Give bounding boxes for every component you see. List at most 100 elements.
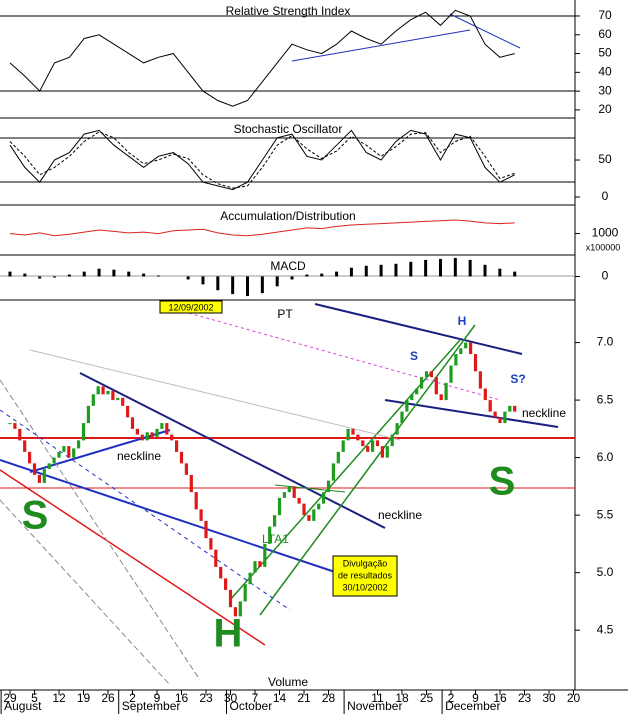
x-tick-label: 16 [493,691,507,705]
annotation: H [458,314,467,328]
x-tick-label: 2 [129,691,136,705]
date-box [159,300,223,314]
y-tick-label: 0 [602,269,609,283]
candle [434,377,438,395]
x-tick-label: 26 [101,691,115,705]
candle [96,386,100,395]
panel-title: Accumulation/Distribution [220,209,355,223]
candle [18,428,22,441]
candle [170,434,174,441]
trend-lines [0,13,575,686]
bar [364,265,368,277]
bar [335,271,339,277]
candle [287,486,291,493]
x-tick-label: 9 [154,691,161,705]
candle [473,354,478,372]
candle [116,397,120,401]
bar [275,276,279,287]
bar [112,269,116,277]
candle [145,432,149,441]
candle [297,497,301,504]
annotation: S [489,460,516,504]
x-tick-label: 28 [322,691,336,705]
candle [184,463,188,475]
x-tick-label: 21 [297,691,311,705]
x-tick-label: 2 [448,691,455,705]
candle [380,446,384,458]
candle [498,417,502,424]
candle [258,561,262,567]
candle [302,503,306,516]
candle [62,446,66,452]
bar [156,275,160,277]
candle [155,428,159,437]
candle [263,543,267,567]
series-line [9,9,515,107]
annotation: de resultados [338,570,393,580]
bar [201,276,205,285]
y-tick-label: 6.5 [597,392,614,406]
bar [216,276,220,291]
frame [0,0,628,691]
candle [175,440,179,452]
candle [513,405,517,412]
candle [86,405,90,424]
candle [331,463,335,481]
month-label: August [4,699,42,713]
y-tick-label: 6.0 [597,450,614,464]
series-line [9,129,515,191]
candle [209,538,213,550]
candle [483,388,487,401]
bar [231,276,235,295]
month-label: December [445,699,500,713]
candle [179,451,184,464]
candle [424,371,429,378]
bar [305,274,309,277]
candle [503,411,507,424]
annotation: neckline [117,449,161,463]
candle [449,365,453,383]
annotation: Volume [268,675,308,689]
bar [468,259,472,277]
candle [204,520,208,539]
panel-title: MACD [270,259,306,273]
candle [488,400,492,412]
bar [142,273,146,277]
bar [82,271,86,277]
candle [366,446,370,452]
x-tick-label: 20 [567,691,581,705]
candle [224,578,228,590]
candle [111,390,115,401]
candle [233,607,237,617]
y-tick-label: 40 [598,65,612,79]
candle [420,377,424,389]
x-tick-label: 9 [472,691,479,705]
x-tick-label: 30 [224,691,238,705]
x-tick-label: 12 [52,691,66,705]
candle [375,440,380,447]
bar [349,267,353,277]
candle [341,440,345,452]
panel-title: Stochastic Oscillator [234,122,343,136]
series-line [9,131,515,189]
candle [351,428,355,435]
candle [135,428,139,435]
y-tick-label: 0 [602,189,609,203]
candle [317,503,321,510]
candle [106,390,110,395]
y-tick-label: 60 [598,27,612,41]
candle [469,342,473,355]
candle [199,509,203,521]
candle [429,371,433,378]
candle [346,428,350,441]
candle [307,515,311,521]
x-tick-label: 23 [518,691,532,705]
candle [8,423,12,425]
candle [91,394,95,406]
candle [356,434,360,441]
x-tick-label: 19 [77,691,91,705]
bar [290,276,294,280]
bar [8,271,12,277]
x-tick-label: 23 [199,691,213,705]
bar [186,276,190,280]
